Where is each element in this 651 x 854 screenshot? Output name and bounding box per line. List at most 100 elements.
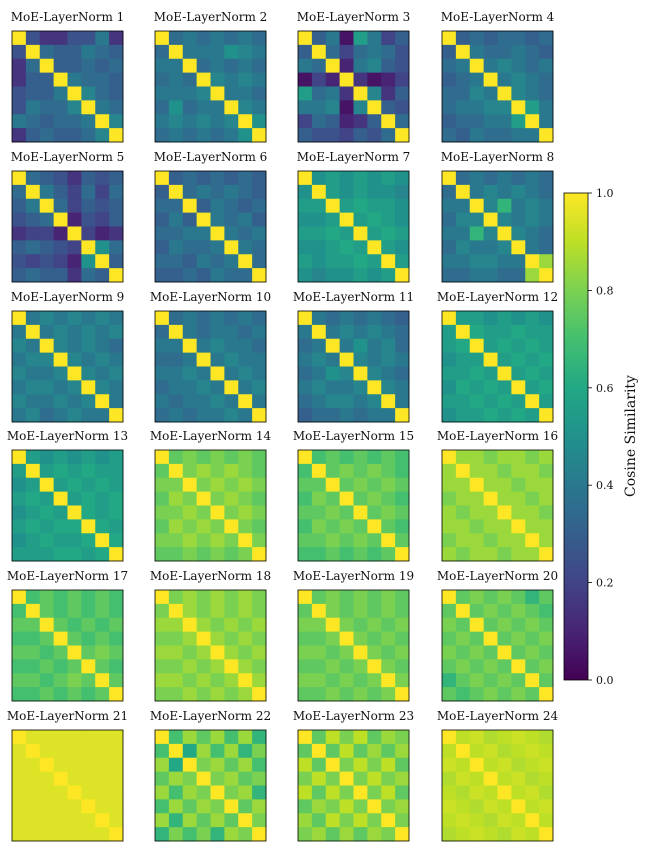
heatmap-cell (155, 659, 170, 674)
heatmap-cell (367, 519, 382, 534)
heatmap-cell (210, 645, 225, 660)
heatmap-cell (353, 226, 368, 241)
heatmap-cell (25, 86, 41, 101)
heatmap-cell (311, 757, 327, 773)
heatmap-cell (353, 44, 368, 60)
heatmap-cell (182, 645, 198, 660)
heatmap-cell (196, 687, 211, 702)
heatmap-cell (455, 212, 471, 227)
heatmap-panel: MoE-LayerNorm 1 (11, 10, 124, 143)
heatmap-cell (39, 352, 55, 367)
heatmap-cell (168, 311, 184, 326)
heatmap-cell (339, 547, 354, 562)
heatmap-cell (497, 519, 512, 534)
heatmap-cell (455, 240, 471, 255)
heatmap-cell (442, 254, 457, 269)
heatmap-cell (381, 366, 396, 381)
heatmap-cell (81, 617, 96, 633)
heatmap-cell (224, 338, 239, 354)
heatmap-cell (53, 590, 68, 605)
heatmap-cell (224, 352, 239, 367)
heatmap-cell (224, 86, 239, 101)
heatmap-cell (25, 311, 41, 326)
heatmap-cell (381, 687, 396, 702)
colorbar-tick-label: 0.6 (596, 382, 614, 395)
heatmap-panel: MoE-LayerNorm 14 (150, 429, 271, 562)
heatmap-cell (224, 603, 239, 619)
heatmap-cell (497, 72, 512, 87)
heatmap-cell (298, 198, 313, 214)
heatmap-cell (325, 519, 341, 534)
heatmap-cell (168, 198, 184, 214)
heatmap-cell (353, 394, 368, 409)
heatmap-cell (39, 184, 55, 200)
heatmap-cell (182, 463, 198, 479)
heatmap-cell (238, 311, 253, 326)
heatmap-cell (455, 324, 471, 340)
heatmap-cell (367, 31, 382, 46)
heatmap-cell (298, 212, 313, 227)
heatmap-cell (353, 757, 368, 773)
heatmap-cell (381, 757, 396, 773)
heatmap-cell (395, 590, 410, 605)
heatmap-cell (511, 86, 526, 101)
heatmap-cell (483, 44, 498, 60)
heatmap-cell (442, 813, 457, 828)
heatmap-cell (252, 380, 267, 395)
panel-title: MoE-LayerNorm 15 (293, 429, 414, 443)
heatmap-cell (353, 198, 368, 214)
heatmap-cell (109, 31, 124, 46)
heatmap-cell (539, 366, 554, 381)
heatmap-cell (25, 240, 41, 255)
heatmap-panel: MoE-LayerNorm 3 (297, 10, 410, 143)
heatmap-cell (339, 86, 354, 101)
heatmap-cell (353, 687, 368, 702)
heatmap-cell (442, 617, 457, 633)
heatmap-cell (525, 100, 540, 115)
heatmap-cell (67, 799, 82, 814)
panel-title: MoE-LayerNorm 19 (293, 569, 414, 583)
heatmap-cell (238, 58, 253, 74)
panel-frame (297, 310, 410, 423)
heatmap-cell (196, 645, 211, 660)
heatmap-cell (298, 617, 313, 633)
heatmap-cell (483, 617, 498, 633)
heatmap-cell (12, 631, 27, 646)
heatmap-cell (81, 114, 96, 129)
heatmap-cell (109, 311, 124, 326)
heatmap-cell (339, 184, 354, 200)
heatmap-cell (39, 617, 55, 633)
colorbar-tick-label: 0.0 (596, 674, 614, 687)
heatmap-cell (53, 226, 68, 241)
heatmap-cell (455, 31, 471, 46)
heatmap-cell (39, 659, 55, 674)
heatmap-cell (381, 547, 396, 562)
heatmap-cell (12, 324, 27, 340)
heatmap-cell (381, 128, 396, 143)
heatmap-cell (155, 617, 170, 633)
heatmap-cell (539, 827, 554, 842)
heatmap-cell (469, 533, 485, 548)
heatmap-cell (311, 687, 327, 702)
heatmap-cell (39, 743, 55, 759)
heatmap-cell (525, 743, 540, 759)
heatmap-cell (168, 603, 184, 619)
heatmap-cell (224, 394, 239, 409)
heatmap-cell (53, 58, 68, 74)
heatmap-cell (539, 338, 554, 354)
panel-frame (441, 589, 554, 702)
heatmap-cell (455, 72, 471, 87)
heatmap-cell (155, 254, 170, 269)
heatmap-cell (53, 519, 68, 534)
heatmap-cell (238, 352, 253, 367)
heatmap-cell (469, 659, 485, 674)
heatmap-cell (53, 743, 68, 759)
heatmap-cell (298, 311, 313, 326)
heatmap-cell (298, 366, 313, 381)
heatmap-cell (455, 645, 471, 660)
heatmap-cell (238, 645, 253, 660)
heatmap-cell (182, 827, 198, 842)
heatmap-cell (25, 226, 41, 241)
heatmap-cell (483, 743, 498, 759)
heatmap-cell (155, 813, 170, 828)
